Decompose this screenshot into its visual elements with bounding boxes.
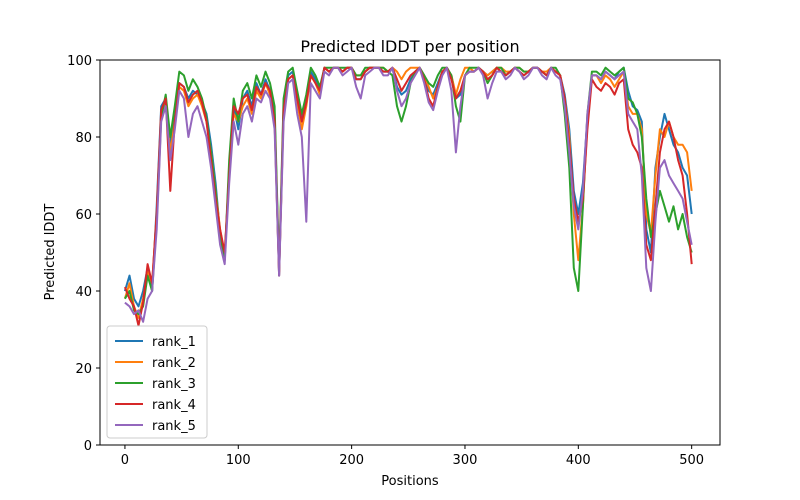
- legend-label: rank_1: [152, 335, 196, 350]
- y-tick-label: 100: [67, 54, 92, 69]
- x-axis-ticks: 0 100 200 300 400 500: [121, 445, 704, 468]
- y-axis-ticks: 0 20 40 60 80 100: [67, 54, 100, 454]
- x-tick-label: 300: [453, 453, 478, 468]
- series-line-rank-5: [124, 66, 693, 323]
- series-layer: [123, 66, 693, 327]
- y-tick-label: 80: [75, 131, 92, 146]
- legend-label: rank_2: [152, 356, 196, 371]
- legend-label: rank_5: [152, 419, 196, 434]
- x-axis-label: Positions: [381, 474, 439, 489]
- x-tick-label: 400: [566, 453, 591, 468]
- y-axis-label: Predicted lDDT: [43, 204, 58, 301]
- legend-label: rank_4: [152, 398, 196, 413]
- legend-label: rank_3: [152, 377, 196, 392]
- legend-box: [106, 325, 208, 439]
- x-tick-label: 500: [679, 453, 704, 468]
- plot-frame: [99, 59, 721, 446]
- legend: rank_1 rank_2 rank_3 rank_4 rank_5: [106, 325, 208, 439]
- y-tick-label: 20: [75, 362, 92, 377]
- x-tick-label: 100: [226, 453, 251, 468]
- y-tick-label: 0: [84, 439, 92, 454]
- x-tick-label: 0: [121, 453, 129, 468]
- x-tick-label: 200: [339, 453, 364, 468]
- chart-title: Predicted lDDT per position: [300, 37, 519, 56]
- series-line-rank-4: [123, 66, 693, 327]
- y-tick-label: 40: [75, 285, 92, 300]
- y-tick-label: 60: [75, 208, 92, 223]
